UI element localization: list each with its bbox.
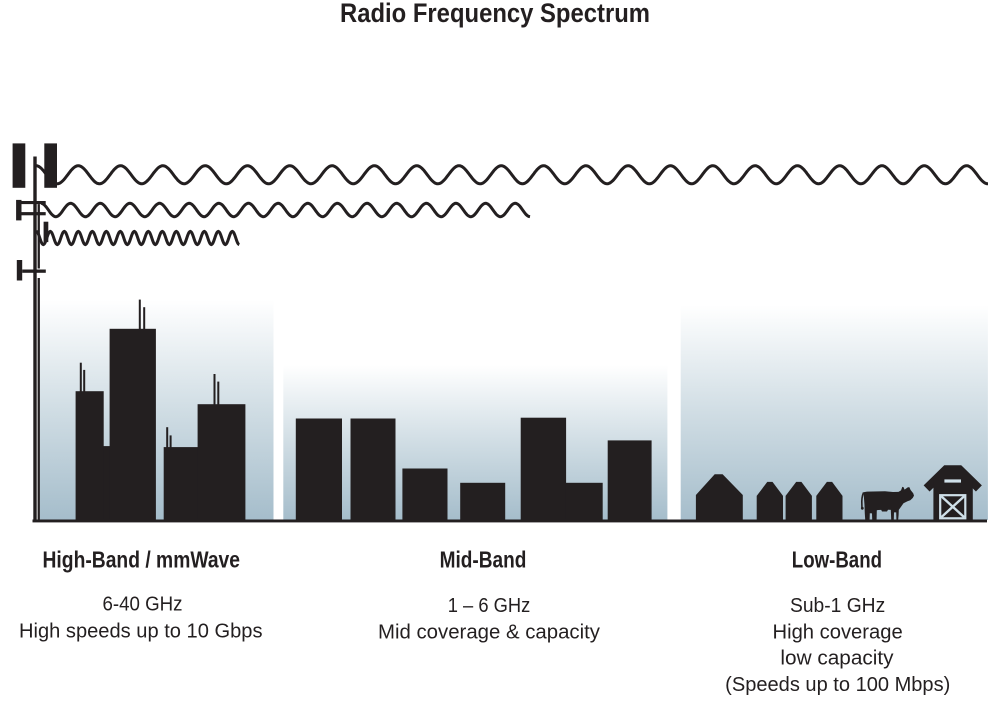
svg-text:Low-Band: Low-Band bbox=[792, 547, 882, 573]
svg-text:High coverage: High coverage bbox=[773, 621, 903, 643]
svg-text:High-Band / mmWave: High-Band / mmWave bbox=[43, 547, 241, 573]
svg-text:Mid-Band: Mid-Band bbox=[440, 547, 527, 573]
svg-text:Sub-1 GHz: Sub-1 GHz bbox=[790, 595, 885, 617]
svg-text:Radio Frequency Spectrum: Radio Frequency Spectrum bbox=[340, 0, 650, 28]
svg-text:6-40 GHz: 6-40 GHz bbox=[103, 594, 183, 616]
svg-text:(Speeds up to 100 Mbps): (Speeds up to 100 Mbps) bbox=[725, 674, 950, 696]
svg-text:Mid coverage & capacity: Mid coverage & capacity bbox=[378, 621, 600, 643]
svg-text:High speeds up to 10 Gbps: High speeds up to 10 Gbps bbox=[19, 621, 263, 643]
svg-text:1 – 6 GHz: 1 – 6 GHz bbox=[448, 595, 531, 617]
svg-text:low capacity: low capacity bbox=[780, 647, 893, 669]
